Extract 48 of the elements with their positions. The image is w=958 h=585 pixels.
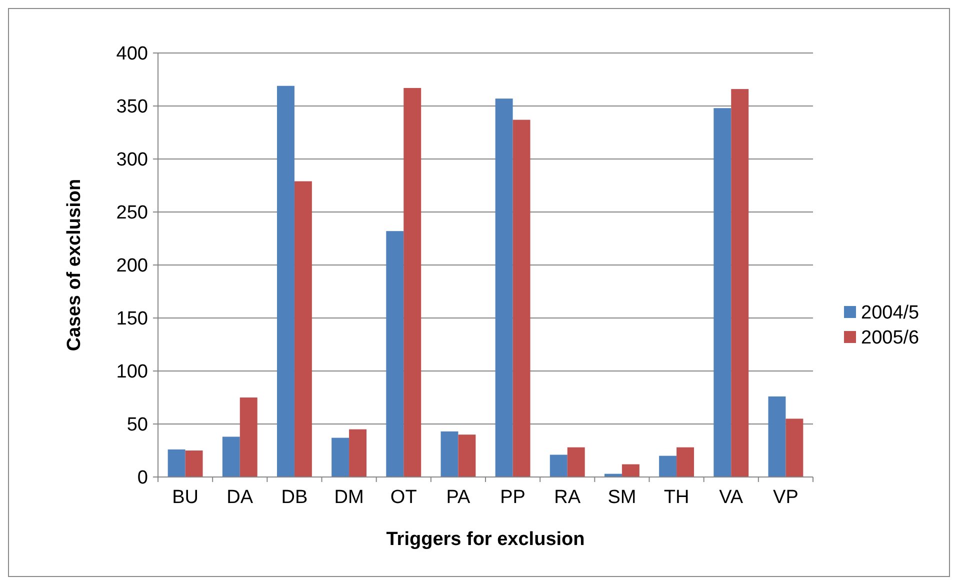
bar [168, 449, 186, 477]
bar [676, 447, 694, 477]
x-tick-label: PP [500, 487, 526, 508]
bar [332, 438, 350, 477]
bar [222, 436, 240, 477]
y-tick-label: 0 [137, 468, 148, 489]
y-axis-title: Cases of exclusion [64, 178, 85, 352]
bar [440, 431, 458, 477]
y-tick-label: 400 [116, 44, 148, 65]
x-tick-label: TH [664, 487, 690, 508]
x-tick-label: SM [608, 487, 636, 508]
bar [404, 88, 422, 477]
bar [512, 120, 530, 477]
y-tick-label: 100 [116, 362, 148, 383]
y-tick-label: 50 [126, 414, 148, 436]
bar [495, 98, 513, 477]
bar [550, 454, 568, 477]
bar [386, 231, 404, 477]
bar [768, 396, 786, 477]
bar [786, 418, 804, 477]
x-tick-label: DM [334, 487, 364, 508]
y-tick-label: 200 [116, 256, 148, 277]
x-tick-label: BU [172, 487, 198, 508]
bar [622, 464, 640, 477]
x-tick-label: DB [281, 487, 308, 508]
x-axis-title: Triggers for exclusion [386, 529, 585, 550]
x-tick-label: DA [226, 487, 254, 508]
y-tick-label: 250 [116, 202, 148, 224]
bar [240, 398, 258, 477]
bar [276, 86, 294, 477]
x-tick-label: PA [446, 487, 470, 508]
bar [458, 434, 476, 477]
bar [659, 456, 677, 477]
y-tick-label: 150 [116, 308, 148, 330]
y-tick-label: 350 [116, 96, 148, 118]
x-tick-label: RA [554, 487, 581, 508]
x-tick-label: OT [390, 487, 418, 508]
x-tick-label: VP [773, 487, 798, 508]
bar [714, 108, 732, 477]
bar [731, 89, 749, 477]
legend-label: 2005/6 [861, 328, 920, 349]
x-tick-label: VA [719, 487, 744, 508]
bar [185, 450, 203, 477]
bar [349, 429, 367, 477]
bar [294, 181, 312, 477]
bar [567, 447, 585, 477]
legend-label: 2004/5 [861, 302, 920, 324]
y-tick-label: 300 [116, 150, 148, 171]
